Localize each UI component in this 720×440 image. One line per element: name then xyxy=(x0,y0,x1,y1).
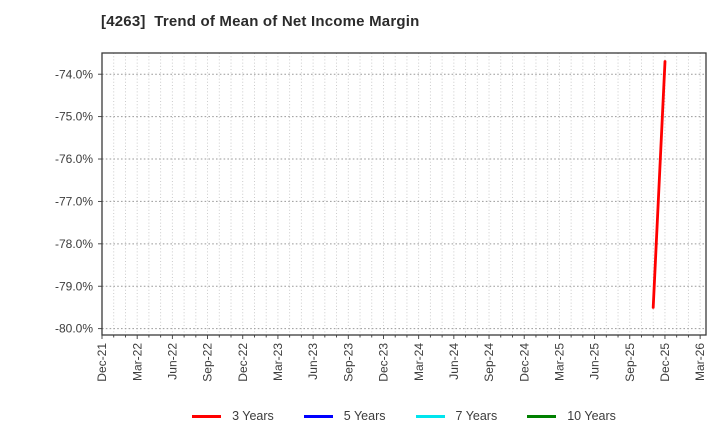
x-tick-label: Dec-23 xyxy=(377,343,391,382)
x-tick-labels: Dec-21 Mar-22 Jun-22 Sep-22 Dec-22 Mar-23 Jun-… xyxy=(95,343,707,382)
x-tick-label: Jun-22 xyxy=(165,343,179,380)
legend-swatch-7-years-icon xyxy=(415,414,445,418)
x-tick-label: Dec-25 xyxy=(658,343,672,382)
y-tick-label: -77.0% xyxy=(55,195,93,209)
x-tick-label: Sep-25 xyxy=(623,343,637,382)
x-tick-label: Mar-25 xyxy=(552,343,566,381)
x-tick-label: Dec-21 xyxy=(95,343,109,382)
x-tick-label: Sep-22 xyxy=(201,343,215,382)
legend-swatch-10-years-icon xyxy=(527,414,557,418)
legend-label-3-years: 3 Years xyxy=(232,409,274,423)
y-tick-label: -80.0% xyxy=(55,322,93,336)
y-gridlines xyxy=(102,73,706,330)
y-tick-label: -74.0% xyxy=(55,67,93,81)
x-tick-label: Mar-24 xyxy=(412,343,426,381)
y-tick-label: -79.0% xyxy=(55,279,93,293)
x-tick-label: Sep-23 xyxy=(341,343,355,382)
plot-border xyxy=(101,52,707,336)
x-gridlines xyxy=(101,53,701,335)
legend-item-5-years: 5 Years xyxy=(303,409,386,423)
y-tick-label: -75.0% xyxy=(55,110,93,124)
legend-label-10-years: 10 Years xyxy=(567,409,616,423)
y-axis-ticks xyxy=(98,73,102,330)
x-tick-label: Jun-23 xyxy=(306,343,320,380)
legend-label-7-years: 7 Years xyxy=(455,409,498,423)
legend-swatch-3-years-icon xyxy=(192,414,222,418)
y-tick-label: -78.0% xyxy=(55,237,93,251)
x-tick-label: Mar-26 xyxy=(693,343,707,381)
chart-title: [4263] Trend of Mean of Net Income Margi… xyxy=(101,13,420,30)
x-tick-label: Mar-22 xyxy=(130,343,144,381)
y-tick-label: -76.0% xyxy=(55,152,93,166)
x-tick-label: Jun-24 xyxy=(447,343,461,380)
y-tick-labels: -74.0% -75.0% -76.0% -77.0% -78.0% -79.0% -80.… xyxy=(55,67,93,335)
x-tick-label: Dec-24 xyxy=(517,343,531,382)
legend-swatch-5-years-icon xyxy=(303,414,333,418)
x-tick-label: Dec-22 xyxy=(236,343,250,382)
legend-item-7-years: 7 Years xyxy=(415,409,498,423)
legend-item-3-years: 3 Years xyxy=(192,409,274,423)
legend: 3 Years 5 Years 7 Years 10 Years xyxy=(102,405,706,427)
x-tick-label: Sep-24 xyxy=(482,343,496,382)
series-line-3-years xyxy=(651,60,667,309)
x-tick-label: Mar-23 xyxy=(271,343,285,381)
x-tick-label: Jun-25 xyxy=(588,343,602,380)
legend-label-5-years: 5 Years xyxy=(343,409,386,423)
legend-item-10-years: 10 Years xyxy=(527,409,616,423)
